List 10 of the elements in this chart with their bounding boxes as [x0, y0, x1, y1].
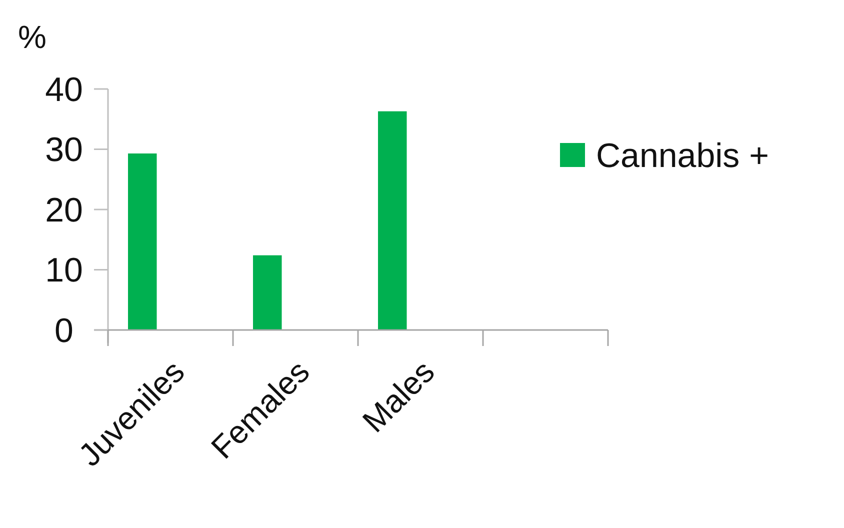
bar [128, 153, 157, 330]
y-tick-label: 0 [54, 312, 74, 350]
y-tick-label: 40 [45, 70, 83, 109]
y-axis-title: % [18, 19, 46, 55]
bar [253, 255, 282, 330]
legend-label: Cannabis + [596, 136, 769, 175]
y-tick-label: 10 [45, 252, 83, 290]
y-tick-label: 20 [45, 191, 83, 230]
y-tick-label: 30 [45, 131, 83, 170]
bar [378, 111, 407, 330]
